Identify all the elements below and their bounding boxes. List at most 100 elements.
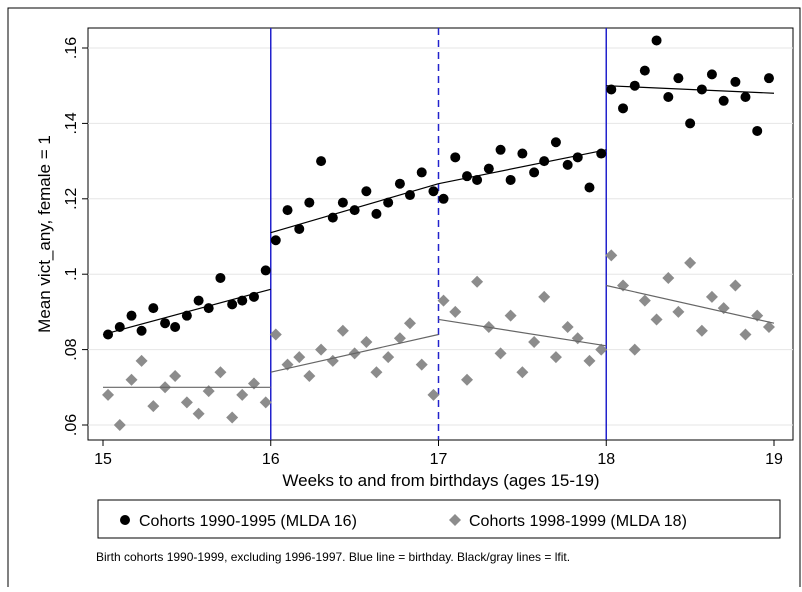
fit-line bbox=[270, 183, 439, 234]
point bbox=[706, 69, 717, 80]
x-tick-label: 16 bbox=[262, 451, 280, 468]
point bbox=[170, 321, 181, 332]
point bbox=[471, 275, 484, 288]
point bbox=[529, 167, 540, 178]
point bbox=[629, 80, 640, 91]
point bbox=[260, 265, 271, 276]
point bbox=[202, 385, 215, 398]
point bbox=[528, 336, 541, 349]
legend-label: Cohorts 1990-1995 (MLDA 16) bbox=[139, 513, 357, 530]
point bbox=[605, 249, 618, 262]
point bbox=[282, 205, 293, 216]
point bbox=[684, 256, 697, 269]
point bbox=[247, 377, 260, 390]
point bbox=[315, 343, 328, 356]
point bbox=[651, 35, 662, 46]
point bbox=[583, 354, 596, 367]
point bbox=[427, 388, 440, 401]
y-tick-label: .16 bbox=[63, 37, 80, 59]
point bbox=[160, 318, 171, 329]
legend bbox=[97, 499, 781, 539]
y-tick-label: .14 bbox=[63, 112, 80, 134]
point bbox=[360, 336, 373, 349]
point bbox=[539, 156, 550, 167]
point bbox=[336, 324, 349, 337]
point bbox=[113, 419, 126, 431]
point bbox=[259, 396, 272, 409]
point bbox=[495, 144, 506, 155]
point bbox=[227, 299, 238, 310]
fit-line bbox=[102, 288, 271, 336]
point bbox=[337, 197, 348, 208]
point bbox=[437, 294, 450, 307]
point bbox=[752, 125, 763, 136]
point bbox=[269, 328, 282, 341]
point bbox=[214, 366, 227, 379]
point bbox=[483, 163, 494, 174]
fit-line bbox=[606, 85, 775, 94]
point bbox=[562, 159, 573, 170]
note: Birth cohorts 1990-1999, excluding 1996-… bbox=[96, 550, 570, 564]
point bbox=[416, 167, 427, 178]
point bbox=[762, 320, 775, 333]
point bbox=[517, 148, 528, 159]
point bbox=[136, 325, 147, 336]
point bbox=[316, 156, 327, 167]
point bbox=[730, 76, 741, 87]
point bbox=[606, 84, 617, 95]
point bbox=[494, 347, 507, 360]
point bbox=[428, 186, 439, 197]
y-axis-title: Mean vict_any, female = 1 bbox=[35, 135, 54, 333]
fit-line bbox=[606, 284, 775, 324]
point bbox=[449, 305, 462, 318]
point bbox=[438, 193, 449, 204]
point bbox=[550, 137, 561, 148]
point bbox=[293, 351, 306, 364]
fit-line bbox=[438, 149, 607, 185]
point bbox=[650, 313, 663, 326]
point bbox=[718, 95, 729, 106]
point bbox=[371, 208, 382, 219]
point bbox=[763, 73, 774, 84]
point bbox=[226, 411, 239, 424]
point bbox=[135, 354, 148, 367]
point bbox=[270, 235, 281, 246]
point bbox=[739, 328, 752, 341]
point bbox=[361, 186, 372, 197]
point bbox=[304, 197, 315, 208]
point bbox=[663, 92, 674, 103]
fit-line bbox=[438, 318, 607, 347]
point bbox=[618, 103, 629, 114]
point bbox=[584, 182, 595, 193]
point bbox=[125, 373, 138, 386]
legend-marker bbox=[120, 515, 130, 525]
point bbox=[382, 351, 395, 364]
point bbox=[639, 65, 650, 76]
y-tick-label: .1 bbox=[63, 267, 80, 280]
plot-frame bbox=[87, 27, 794, 441]
y-tick-label: .08 bbox=[63, 338, 80, 360]
point bbox=[294, 223, 305, 234]
point bbox=[215, 272, 226, 283]
point bbox=[102, 388, 115, 401]
x-tick-label: 19 bbox=[765, 451, 783, 468]
legend-marker bbox=[449, 514, 461, 526]
point bbox=[561, 320, 574, 333]
x-tick-label: 17 bbox=[430, 451, 448, 468]
point bbox=[705, 290, 718, 303]
point bbox=[450, 152, 461, 163]
point bbox=[193, 295, 204, 306]
point bbox=[370, 366, 383, 379]
point bbox=[148, 303, 159, 314]
y-tick-label: .06 bbox=[63, 414, 80, 436]
x-tick-label: 15 bbox=[94, 451, 112, 468]
point bbox=[672, 305, 685, 318]
point bbox=[729, 279, 742, 292]
point bbox=[572, 152, 583, 163]
legend-label: Cohorts 1998-1999 (MLDA 18) bbox=[469, 513, 687, 530]
point bbox=[126, 310, 137, 321]
point bbox=[192, 407, 205, 420]
point bbox=[662, 271, 675, 284]
